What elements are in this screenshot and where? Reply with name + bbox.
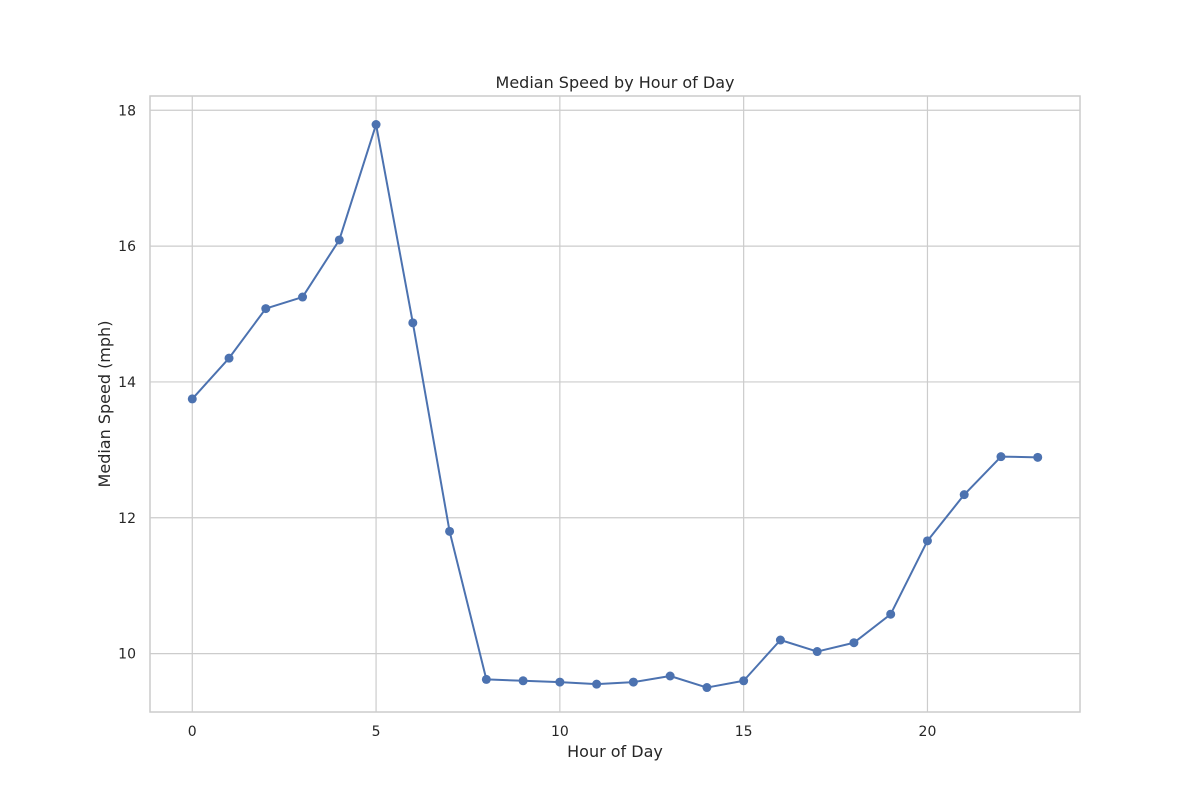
data-point — [298, 292, 308, 302]
plot-frame — [149, 95, 1081, 713]
series-line — [191, 123, 1038, 689]
y-tick-label: 10 — [118, 647, 136, 663]
data-point — [518, 676, 528, 686]
data-point — [224, 353, 234, 363]
data-point — [959, 490, 969, 500]
data-point — [187, 394, 197, 404]
x-tick-label: 15 — [735, 724, 753, 740]
series-layer — [187, 120, 1043, 693]
data-point — [775, 635, 785, 645]
x-tick-label: 0 — [188, 724, 197, 740]
x-tick-label: 20 — [919, 724, 937, 740]
data-point — [702, 683, 712, 693]
x-axis-label: Hour of Day — [567, 742, 663, 761]
x-tick-label: 5 — [372, 724, 381, 740]
chart-title: Median Speed by Hour of Day — [496, 73, 735, 92]
data-point — [334, 235, 344, 245]
data-point — [555, 677, 565, 687]
gridlines — [150, 96, 1080, 712]
y-tick-label: 16 — [118, 239, 136, 255]
data-point — [849, 638, 859, 648]
data-point — [371, 120, 381, 130]
data-point — [408, 318, 418, 328]
data-point — [665, 671, 675, 681]
data-point — [812, 647, 822, 657]
data-point — [739, 676, 749, 686]
data-point — [261, 304, 271, 314]
y-tick-label: 14 — [118, 375, 136, 391]
data-point — [1033, 452, 1043, 462]
x-tick-label: 10 — [551, 724, 569, 740]
data-point — [445, 526, 455, 536]
data-point — [886, 609, 896, 619]
data-point — [592, 679, 602, 689]
y-axis-label: Median Speed (mph) — [95, 321, 114, 488]
data-point — [628, 677, 638, 687]
y-tick-label: 12 — [118, 511, 136, 527]
tick-labels: 0 5 10 15 20 10 12 14 16 18 — [118, 103, 936, 740]
data-point — [922, 536, 932, 546]
data-point — [996, 452, 1006, 462]
data-point — [481, 674, 491, 684]
y-tick-label: 18 — [118, 103, 136, 119]
